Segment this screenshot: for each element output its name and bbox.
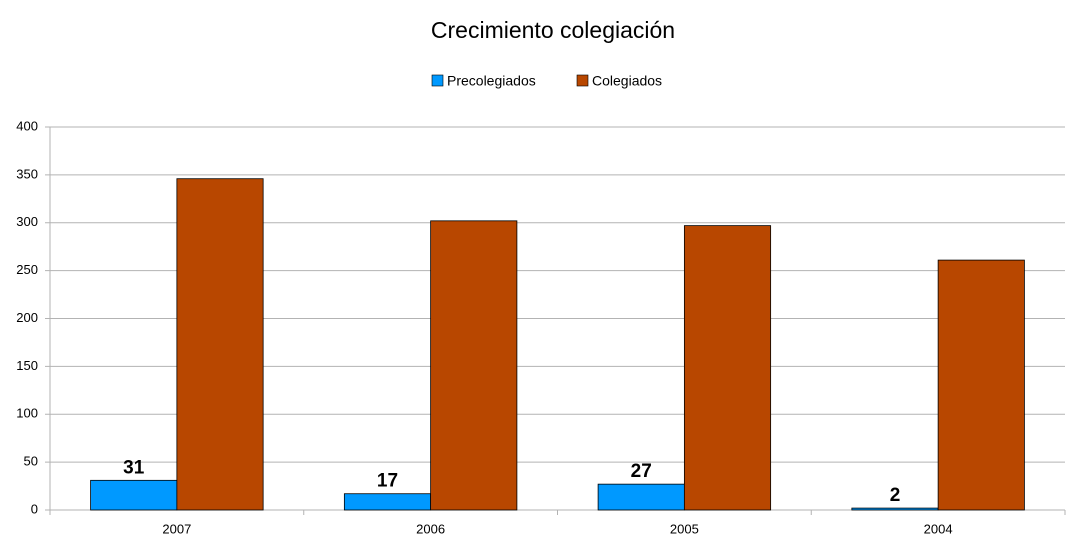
- x-tick-label: 2005: [670, 521, 699, 536]
- bar: [343, 493, 432, 511]
- y-tick-label: 0: [31, 501, 38, 516]
- y-tick-label: 100: [16, 406, 38, 421]
- chart-title: Crecimiento colegiación: [431, 17, 675, 43]
- bar: [176, 178, 264, 511]
- legend-swatch: [576, 74, 589, 87]
- x-tick-label: 2004: [924, 521, 953, 536]
- bar: [937, 259, 1025, 511]
- legend-swatch: [431, 74, 444, 87]
- y-tick-label: 300: [16, 214, 38, 229]
- data-label: 27: [631, 461, 652, 482]
- y-tick-label: 250: [16, 262, 38, 277]
- data-label: 17: [377, 471, 398, 492]
- data-label: 31: [123, 457, 145, 478]
- legend-label: Colegiados: [592, 73, 662, 89]
- bar: [597, 483, 685, 511]
- y-tick-label: 400: [16, 118, 38, 133]
- y-tick-label: 200: [16, 310, 38, 325]
- bar: [851, 507, 939, 511]
- bar: [430, 220, 518, 511]
- y-tick-label: 350: [16, 166, 38, 181]
- y-tick-label: 150: [16, 358, 38, 373]
- x-tick-label: 2007: [162, 521, 191, 536]
- y-tick-label: 50: [24, 454, 38, 469]
- legend-label: Precolegiados: [447, 73, 536, 89]
- bar: [683, 225, 772, 511]
- data-label: 2: [890, 485, 901, 506]
- x-tick-label: 2006: [416, 521, 445, 536]
- bar: [90, 479, 178, 511]
